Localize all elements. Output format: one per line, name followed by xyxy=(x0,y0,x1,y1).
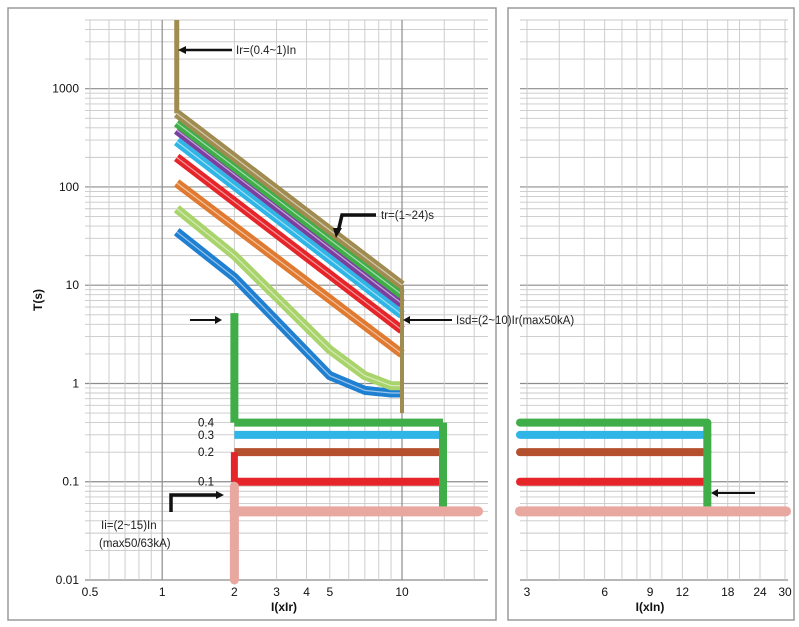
long-delay-curve-highlight-3 xyxy=(176,182,403,355)
right-x-tick-label: 18 xyxy=(721,585,735,599)
isd-annotation: Isd=(2~10)Ir(max50kA) xyxy=(456,315,574,327)
right-x-tick-label: 12 xyxy=(676,585,690,599)
short-delay-label-0.4: 0.4 xyxy=(198,418,215,430)
ii-annotation-line2: (max50/63kA) xyxy=(99,538,171,550)
y-tick-label: 0.01 xyxy=(56,573,80,587)
y-tick-label: 1 xyxy=(72,376,79,390)
right-x-axis-title: I(xIn) xyxy=(636,600,665,614)
left-x-tick-label: 4 xyxy=(303,585,310,599)
left-x-tick-label: 2 xyxy=(231,585,238,599)
ir-annotation-arrowhead xyxy=(178,46,186,54)
long-delay-curve-highlight-6 xyxy=(176,129,403,305)
ii-annotation-arrowhead xyxy=(216,491,224,499)
tr-annotation: tr=(1~24)s xyxy=(381,210,434,222)
y-tick-label: 0.1 xyxy=(62,475,79,489)
right-x-tick-label: 30 xyxy=(778,585,792,599)
ii-annotation-line1: Ii=(2~15)In xyxy=(101,520,157,532)
left-x-tick-label: 0.5 xyxy=(82,585,99,599)
y-axis-title: T(s) xyxy=(31,289,45,311)
left-panel-frame xyxy=(7,7,497,621)
tr-annotation-arrow xyxy=(336,213,376,233)
y-tick-label: 10 xyxy=(66,278,80,292)
long-delay-curve-highlight-2 xyxy=(176,208,402,387)
isd-annotation-arrowhead xyxy=(403,316,410,324)
right-annotation-arrowhead xyxy=(711,489,718,497)
right-x-tick-label: 3 xyxy=(524,585,531,599)
isd-left-arrowhead xyxy=(215,316,222,324)
right-x-tick-label: 24 xyxy=(753,585,767,599)
y-tick-label: 100 xyxy=(59,180,79,194)
left-x-tick-label: 3 xyxy=(273,585,280,599)
left-x-tick-label: 1 xyxy=(159,585,166,599)
y-tick-label: 1000 xyxy=(52,82,79,96)
ii-annotation-arrow xyxy=(169,493,218,512)
long-delay-curve-highlight-1 xyxy=(176,231,402,394)
left-x-axis-title: I(xIr) xyxy=(271,600,297,614)
right-x-tick-label: 9 xyxy=(647,585,654,599)
long-delay-curve-highlight-4 xyxy=(176,156,403,331)
left-x-tick-label: 10 xyxy=(395,585,409,599)
short-delay-label-0.2: 0.2 xyxy=(198,447,214,459)
short-delay-label-0.3: 0.3 xyxy=(198,430,214,442)
long-delay-curve-highlight-5 xyxy=(176,141,403,316)
short-delay-label-0.1: 0.1 xyxy=(198,477,214,489)
tr-annotation-arrowhead xyxy=(333,228,342,238)
right-x-tick-label: 6 xyxy=(601,585,608,599)
long-delay-curve-highlight-8 xyxy=(176,112,403,286)
ir-annotation: Ir=(0.4~1)In xyxy=(236,45,296,57)
left-x-tick-label: 5 xyxy=(326,585,333,599)
long-delay-curves xyxy=(173,109,712,486)
long-delay-curve-highlight-7 xyxy=(176,122,403,296)
right-panel-frame xyxy=(507,7,795,621)
